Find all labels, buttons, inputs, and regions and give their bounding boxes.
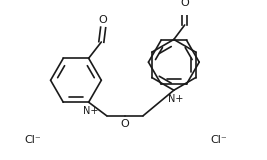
Text: Cl⁻: Cl⁻ bbox=[211, 135, 227, 145]
Text: O: O bbox=[99, 15, 108, 25]
Text: N+: N+ bbox=[168, 94, 183, 104]
Text: O: O bbox=[180, 0, 189, 8]
Text: Cl⁻: Cl⁻ bbox=[24, 135, 41, 145]
Text: O: O bbox=[120, 119, 129, 129]
Text: N+: N+ bbox=[83, 106, 98, 116]
